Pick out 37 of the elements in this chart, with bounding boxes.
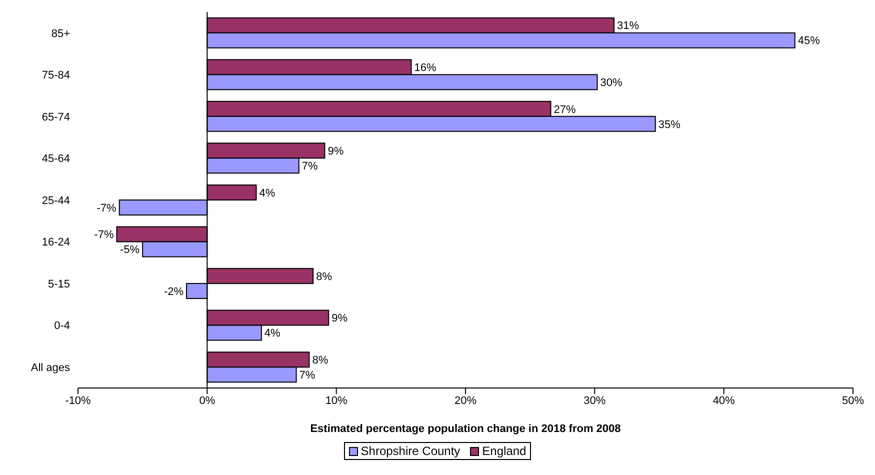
x-tick-label: 10% — [325, 394, 348, 407]
data-label: -7% — [96, 202, 117, 214]
y-tick-label: 65-74 — [42, 111, 70, 124]
x-tick-label: 30% — [584, 394, 606, 407]
y-tick-label: 25-44 — [42, 194, 70, 207]
x-axis-title: Estimated percentage population change in 2018 from 2008 — [310, 423, 621, 435]
data-label: 35% — [658, 118, 681, 131]
y-tick-label: 0-4 — [54, 320, 70, 332]
data-label: 8% — [312, 354, 328, 366]
x-tick-label: 50% — [842, 394, 864, 407]
data-label: 9% — [332, 312, 348, 325]
y-tick-label: 16-24 — [42, 236, 70, 249]
x-tick-label: 40% — [712, 394, 736, 407]
data-label: 45% — [798, 35, 820, 48]
y-tick-label: 45-64 — [42, 153, 70, 166]
data-label: 31% — [617, 20, 640, 32]
data-label: 9% — [328, 146, 344, 158]
legend-label: England — [481, 444, 526, 458]
data-label: 16% — [414, 62, 436, 74]
data-label: 7% — [302, 160, 318, 173]
data-label: 4% — [264, 328, 281, 340]
y-tick-label: 85+ — [51, 28, 70, 40]
x-tick-label: 20% — [454, 394, 477, 407]
data-label: 8% — [316, 270, 332, 283]
data-label: -2% — [164, 286, 184, 298]
data-label: 27% — [554, 104, 576, 116]
x-tick-label: 0% — [199, 394, 216, 407]
legend-label: Shropshire County — [360, 444, 460, 458]
data-label: 7% — [299, 369, 316, 382]
x-tick-label: -10% — [65, 394, 92, 407]
data-label: -5% — [120, 244, 140, 256]
data-label: -7% — [94, 229, 114, 242]
y-tick-label: 5-15 — [48, 278, 70, 290]
y-tick-label: All ages — [30, 362, 70, 374]
data-label: 4% — [259, 187, 276, 200]
data-label: 30% — [600, 76, 622, 89]
y-tick-label: 75-84 — [42, 70, 70, 82]
